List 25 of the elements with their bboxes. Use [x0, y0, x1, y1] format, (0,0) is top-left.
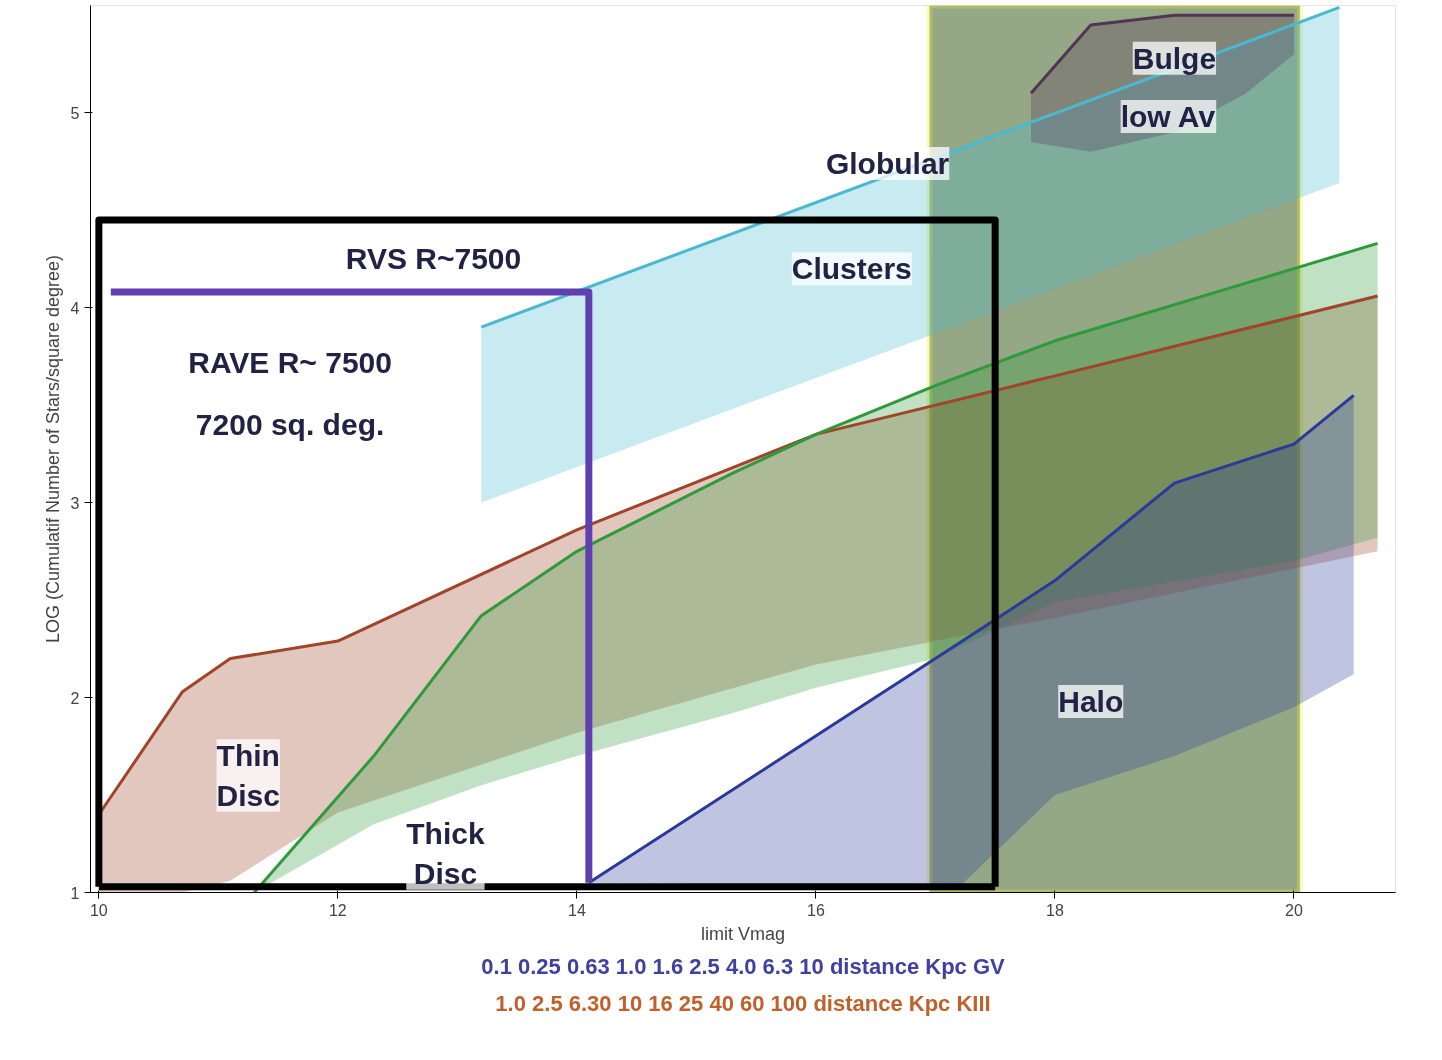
annotation: Halo [1058, 684, 1124, 718]
annotation: RVS R~7500 [345, 242, 522, 276]
y-tick-label: 5 [70, 104, 80, 122]
annotation: low Av [1120, 100, 1216, 134]
text: 1.0 2.5 6.30 10 16 25 40 60 100 distance Kpc KIII [495, 990, 991, 1016]
x-tick-label: 18 [1046, 901, 1064, 919]
annotation: Thin Disc [216, 739, 280, 812]
x-tick-label: 10 [89, 901, 108, 919]
annotation: Bulge [1132, 41, 1217, 75]
x-tick-label: 20 [1285, 901, 1303, 919]
x-tick-label: 16 [807, 901, 825, 919]
text: 0.1 0.25 0.63 1.0 1.6 2.5 4.0 6.3 10 distance Kpc GV [481, 953, 1006, 979]
y-tick-label: 2 [70, 689, 80, 707]
annotation: RAVE R~ 7500 [188, 345, 392, 379]
annotation: 7200 sq. deg. [195, 408, 385, 442]
annotation: Thick Disc [406, 817, 485, 890]
x-tick-label: 12 [328, 901, 347, 919]
annotation: Globular [825, 146, 950, 180]
x-tick-label: 14 [567, 901, 586, 919]
y-axis-title: LOG (Cumulatif Number of Stars/square degree) [42, 254, 63, 644]
x-axis-title: limit Vmag [700, 923, 786, 944]
y-tick-label: 3 [70, 494, 80, 512]
annotation: Clusters [791, 252, 912, 286]
y-tick-label: 4 [70, 299, 80, 317]
y-tick-label: 1 [70, 884, 80, 902]
